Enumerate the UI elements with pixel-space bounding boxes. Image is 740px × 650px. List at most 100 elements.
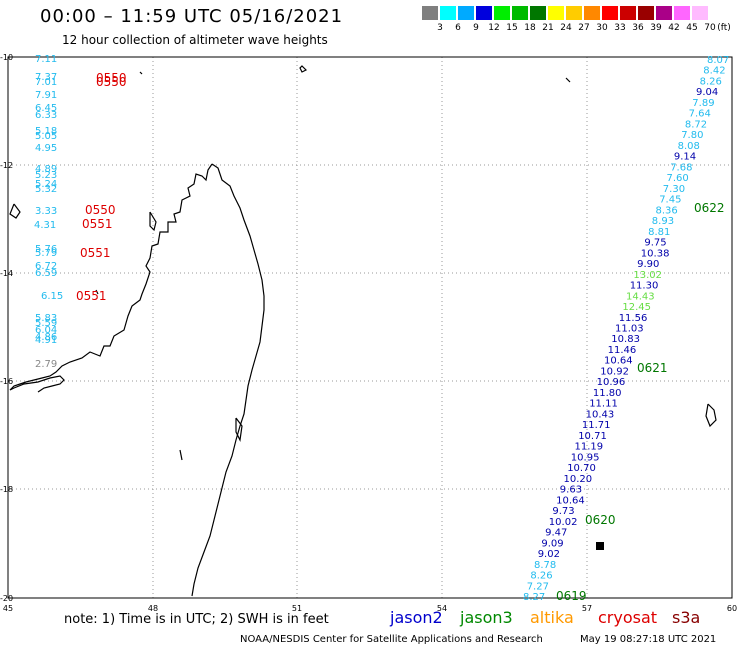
legend-swatch [620, 6, 636, 20]
legend-swatch [476, 6, 492, 20]
wave-height-value: 9.73 [552, 506, 574, 517]
wave-height-value: 8.93 [652, 216, 674, 227]
generated-timestamp: May 19 08:27:18 UTC 2021 [580, 634, 717, 645]
wave-height-value: 4.95 [35, 143, 57, 154]
wave-height-value: 8.81 [648, 227, 670, 238]
wave-height-value: 11.03 [615, 324, 644, 335]
legend-swatch [422, 6, 438, 20]
legend-swatch [530, 6, 546, 20]
legend-swatch [512, 6, 528, 20]
pass-time-label: 0551 [80, 246, 111, 260]
wave-height-value: 6.45 [35, 103, 57, 114]
legend-swatch [440, 6, 456, 20]
wave-height-value: 6.33 [35, 110, 57, 121]
wave-height-value: 7.80 [681, 130, 703, 141]
wave-height-value: 7.11 [35, 54, 57, 65]
legend-label: 39 [650, 23, 662, 33]
wave-height-value: 8.72 [685, 119, 707, 130]
wave-height-value: 5.24 [35, 179, 57, 190]
longitude-label: 48 [148, 604, 158, 613]
wave-height-value: 8.78 [534, 560, 556, 571]
credit-text: NOAA/NESDIS Center for Satellite Applica… [240, 634, 543, 645]
latitude-label: -10 [0, 53, 13, 62]
wave-height-value: 5.59 [35, 318, 57, 329]
legend-label: 42 [668, 23, 680, 33]
legend-swatch [656, 6, 672, 20]
wave-height-value: 6.72 [35, 261, 57, 272]
wave-height-value: 9.14 [674, 152, 696, 163]
wave-height-value: 7.68 [670, 162, 692, 173]
wave-height-value: 3.33 [35, 206, 57, 217]
wave-height-value: 6.04 [35, 325, 57, 336]
legend-swatch [458, 6, 474, 20]
wave-height-value: 9.09 [541, 538, 563, 549]
wave-height-value: 7.91 [35, 90, 57, 101]
legend-label: 45 [686, 23, 698, 33]
legend-swatch [638, 6, 654, 20]
wave-height-value: 10.95 [571, 452, 600, 463]
east-track-values: 8.078.428.269.047.897.648.727.808.089.14… [523, 55, 729, 603]
footer-note: note: 1) Time is in UTC; 2) SWH is in fe… [64, 612, 329, 627]
legend-swatch [494, 6, 510, 20]
wave-height-value: 5.76 [35, 244, 57, 255]
wave-height-value: 5.83 [35, 313, 57, 324]
pass-time-label: 0550 [96, 71, 127, 85]
wave-height-value: 7.30 [663, 184, 685, 195]
legend-unit: (ft) [717, 23, 731, 33]
wave-height-value: 5.05 [35, 131, 57, 142]
wave-height-value: 8.36 [656, 205, 678, 216]
wave-height-value: 8.27 [523, 592, 545, 603]
latitude-label: -16 [0, 377, 13, 386]
wave-height-value: 7.45 [659, 195, 681, 206]
wave-height-value: 10.64 [556, 495, 585, 506]
wave-height-value: 7.89 [692, 98, 714, 109]
wave-height-value: 8.07 [707, 55, 729, 66]
legend-swatch [674, 6, 690, 20]
satellite-label: jason3 [460, 608, 513, 627]
longitude-label: 45 [3, 604, 13, 613]
wave-height-value: 4.86 [35, 332, 57, 343]
wave-height-value: 9.47 [545, 528, 567, 539]
legend-label: 24 [560, 23, 572, 33]
wave-height-value: 8.26 [700, 77, 722, 88]
legend-label: 70 [704, 23, 716, 33]
latitude-label: -14 [0, 269, 13, 278]
latitude-label: -12 [0, 161, 13, 170]
grid-lines [8, 57, 732, 598]
legend-swatch [584, 6, 600, 20]
wave-height-value: 7.60 [667, 173, 689, 184]
wave-height-value: 10.83 [611, 334, 640, 345]
wave-height-value: 7.01 [35, 77, 57, 88]
wave-height-value: 4.89 [35, 164, 57, 175]
map-title: 00:00 – 11:59 UTC 05/16/2021 [40, 6, 344, 27]
wave-height-value: 10.96 [597, 377, 626, 388]
legend-label: 12 [488, 23, 500, 33]
longitude-label: 60 [727, 604, 737, 613]
wave-height-value: 9.63 [560, 485, 582, 496]
legend-label: 36 [632, 23, 644, 33]
wave-height-value: 7.64 [689, 109, 711, 120]
wave-height-value: 10.38 [641, 248, 670, 259]
legend-swatch [566, 6, 582, 20]
pass-time-label: 0551 [76, 289, 107, 303]
longitude-label: 54 [437, 604, 447, 613]
coastline-madagascar [9, 65, 717, 597]
wave-height-value: 9.90 [637, 259, 659, 270]
wave-height-value: 14.43 [626, 291, 655, 302]
wave-height-value: 11.46 [608, 345, 637, 356]
longitude-axis: 45 48 51 54 57 60 [3, 604, 737, 613]
legend-label: 18 [524, 23, 536, 33]
wave-height-value: 8.08 [678, 141, 700, 152]
wave-height-value: 4.91 [35, 335, 57, 346]
legend-label: 21 [542, 23, 554, 33]
legend-label: 27 [578, 23, 590, 33]
wave-height-value: 8.26 [530, 571, 552, 582]
color-legend: 3 6 9 12 15 18 21 24 27 30 33 36 39 42 45 70 (ft) [422, 6, 740, 36]
pass-time-label: 0619 [556, 589, 587, 603]
wave-height-value: 2.79 [35, 359, 57, 370]
wave-height-value: 13.02 [633, 270, 662, 281]
wave-height-value: 8.42 [703, 66, 725, 77]
east-track-times: 0622 0621 0620 0619 [556, 201, 725, 603]
